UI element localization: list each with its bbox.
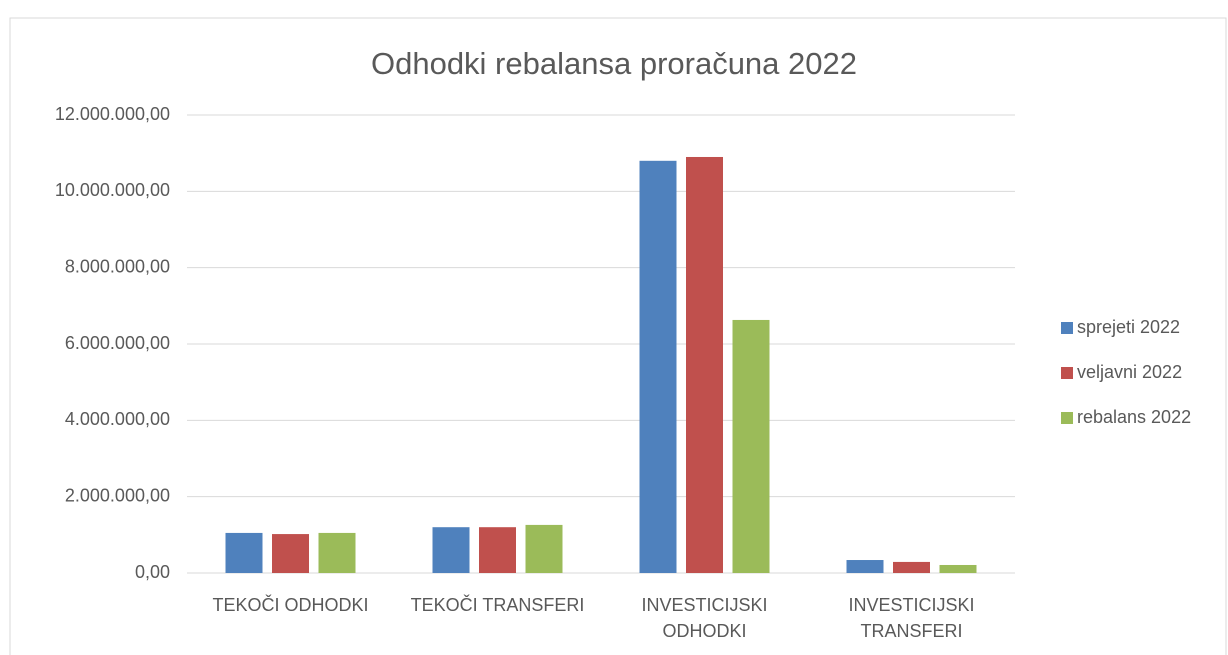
- y-tick-label: 6.000.000,00: [65, 333, 170, 353]
- y-tick-label: 10.000.000,00: [55, 180, 170, 200]
- legend-label: sprejeti 2022: [1077, 317, 1180, 337]
- bar: [225, 532, 263, 573]
- y-tick-label: 8.000.000,00: [65, 256, 170, 276]
- x-tick-label: INVESTICIJSKI TRANSFERI: [848, 595, 974, 641]
- bar: [939, 564, 977, 573]
- legend-swatch: [1061, 367, 1073, 379]
- chart-frame: [9, 17, 1227, 655]
- bar: [432, 527, 470, 573]
- bar: [272, 534, 309, 573]
- y-tick-label: 4.000.000,00: [65, 409, 170, 429]
- y-tick-label: 2.000.000,00: [65, 485, 170, 505]
- bar: [479, 527, 516, 573]
- legend-swatch: [1061, 412, 1073, 424]
- bar: [525, 524, 563, 573]
- bar: [732, 319, 770, 573]
- legend-swatch: [1061, 322, 1073, 334]
- y-tick-label: 12.000.000,00: [55, 104, 170, 124]
- bar: [318, 532, 356, 573]
- x-tick-label: TEKOČI TRANSFERI: [411, 594, 585, 615]
- bar: [893, 561, 930, 573]
- y-tick-label: 0,00: [135, 562, 170, 582]
- legend-label: veljavni 2022: [1077, 362, 1182, 382]
- bar: [846, 560, 884, 573]
- x-tick-label: TEKOČI ODHODKI: [212, 594, 368, 615]
- bar: [639, 160, 677, 574]
- legend-label: rebalans 2022: [1077, 407, 1191, 427]
- bar: [686, 156, 723, 573]
- x-tick-label: INVESTICIJSKI ODHODKI: [641, 595, 767, 641]
- chart-title: Odhodki rebalansa proračuna 2022: [371, 46, 857, 81]
